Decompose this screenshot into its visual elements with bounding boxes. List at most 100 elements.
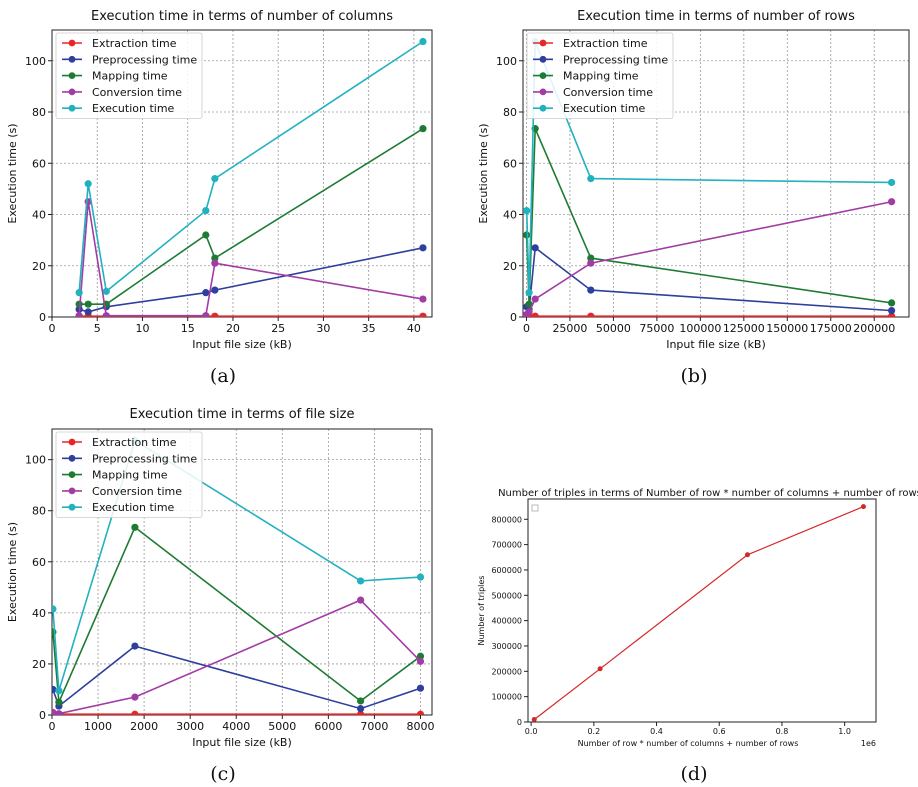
legend-entry: Preprocessing time xyxy=(92,53,197,66)
y-tick-label: 800000 xyxy=(491,515,522,524)
y-tick-label: 20 xyxy=(32,260,46,273)
legend-entry: Mapping time xyxy=(92,469,168,482)
data-point xyxy=(357,577,365,585)
x-tick-label: 2000 xyxy=(130,720,158,733)
legend-marker xyxy=(68,104,76,112)
x-tick-label: 20 xyxy=(226,322,240,335)
legend-box xyxy=(55,32,203,119)
data-point xyxy=(102,312,110,317)
data-point xyxy=(419,244,427,252)
chart-title: Execution time in terms of file size xyxy=(130,407,355,422)
chart-title: Number of triples in terms of Number of … xyxy=(498,488,918,499)
data-point xyxy=(531,716,537,722)
data-point xyxy=(75,289,83,297)
data-point xyxy=(52,685,57,694)
data-point xyxy=(587,175,595,183)
x-tick-label: 30 xyxy=(316,322,330,335)
y-tick-label: 100 xyxy=(25,55,46,68)
x-tick-label: 15 xyxy=(181,322,195,335)
series-line xyxy=(78,247,424,313)
data-point xyxy=(597,666,603,672)
x-tick-label: 6000 xyxy=(314,720,342,733)
legend-marker xyxy=(539,55,547,63)
data-point xyxy=(211,259,219,267)
chart-title: Execution time in terms of number of row… xyxy=(577,9,855,24)
y-tick-label: 40 xyxy=(32,607,46,620)
y-tick-label: 60 xyxy=(32,556,46,569)
data-point xyxy=(531,312,539,317)
legend-marker xyxy=(539,88,547,96)
data-point xyxy=(744,552,750,558)
y-tick-label: 400000 xyxy=(491,617,522,626)
y-tick-label: 40 xyxy=(32,209,46,222)
y-axis-label: Execution time (s) xyxy=(477,123,490,223)
data-point xyxy=(202,289,210,297)
data-point xyxy=(419,295,427,303)
legend-box xyxy=(526,32,674,119)
legend-entry: Execution time xyxy=(92,501,175,514)
x-tick-label: 0.4 xyxy=(650,727,663,736)
data-point xyxy=(419,312,427,317)
legend-entry: Extraction time xyxy=(92,436,177,449)
data-point xyxy=(131,523,139,531)
series-line xyxy=(526,246,892,312)
data-point xyxy=(525,289,533,297)
y-tick-label: 200000 xyxy=(491,667,522,676)
x-tick-label: 0.6 xyxy=(713,727,726,736)
data-point xyxy=(888,178,896,187)
x-tick-label: 40 xyxy=(407,322,421,335)
x-tick-label: 125000 xyxy=(723,322,765,335)
series-line xyxy=(533,506,864,720)
data-point xyxy=(860,504,866,510)
x-tick-label: 0.2 xyxy=(587,727,600,736)
legend-entry: Conversion time xyxy=(563,86,653,99)
data-point xyxy=(888,312,896,317)
data-point xyxy=(75,312,83,317)
legend-marker xyxy=(68,39,76,47)
series-line xyxy=(52,645,421,710)
x-tick-label: 1000 xyxy=(84,720,112,733)
subfigure-caption: (b) xyxy=(681,365,708,387)
data-point xyxy=(84,180,92,188)
y-axis-label: Execution time (s) xyxy=(6,123,19,223)
data-point xyxy=(55,687,63,695)
x-tick-label: 10 xyxy=(135,322,149,335)
y-tick-label: 0 xyxy=(39,311,46,324)
data-point xyxy=(211,312,219,317)
y-tick-label: 20 xyxy=(503,260,517,273)
x-tick-label: 200000 xyxy=(853,322,895,335)
legend-entry: Extraction time xyxy=(92,37,177,50)
chart-d: 0.0 0.2 0.4 0.6 0.8 1.0 0 100000 200000 300000 400… xyxy=(477,488,918,785)
y-tick-label: 500000 xyxy=(491,591,522,600)
data-point xyxy=(202,312,210,317)
data-point xyxy=(888,306,896,315)
x-axis-label: Input file size (kB) xyxy=(192,736,292,749)
legend-marker xyxy=(539,104,547,112)
series-line xyxy=(78,40,424,293)
x-tick-label: 0 xyxy=(49,322,56,335)
data-point xyxy=(357,705,365,713)
data-point xyxy=(55,710,63,715)
data-point xyxy=(416,573,425,581)
y-tick-label: 600000 xyxy=(491,566,522,575)
legend-entry: Execution time xyxy=(563,102,646,115)
data-point xyxy=(84,308,92,316)
legend-entry: Preprocessing time xyxy=(563,53,668,66)
chart-b: 0 25000 50000 75000 100000 125000 150000 175000… xyxy=(477,9,910,387)
x-tick-label: 0 xyxy=(49,720,56,733)
data-point xyxy=(211,254,219,262)
series-group xyxy=(75,37,427,317)
y-tick-label: 40 xyxy=(503,209,517,222)
x-tick-label: 0.8 xyxy=(776,727,789,736)
y-axis-label: Execution time (s) xyxy=(6,522,19,622)
legend-entry: Extraction time xyxy=(563,37,648,50)
data-point xyxy=(587,259,595,267)
x-axis-label: Input file size (kB) xyxy=(192,338,292,351)
series-group xyxy=(531,504,866,722)
x-offset-text: 1e6 xyxy=(861,739,876,748)
y-tick-label: 80 xyxy=(32,505,46,518)
x-tick-label: 1.0 xyxy=(838,727,851,736)
y-tick-label: 20 xyxy=(32,658,46,671)
data-point xyxy=(531,244,539,252)
